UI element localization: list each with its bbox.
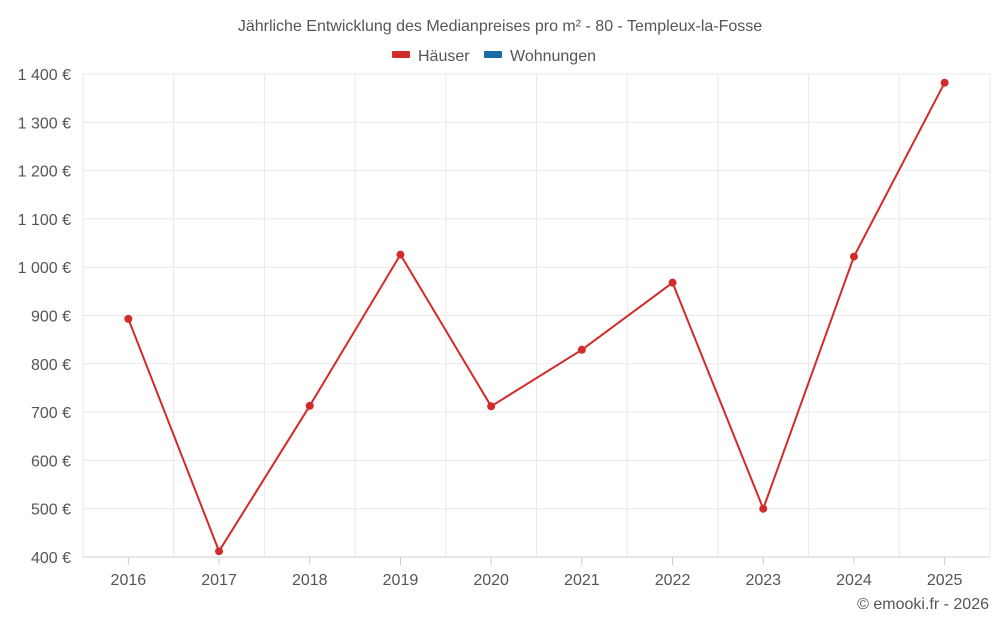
data-point[interactable]	[940, 78, 949, 87]
x-tick-label: 2023	[745, 572, 781, 589]
x-tick-label: 2024	[836, 572, 872, 589]
data-point[interactable]	[668, 278, 677, 287]
x-tick-label: 2021	[564, 572, 600, 589]
series-line-0	[127, 82, 946, 553]
data-point[interactable]	[305, 401, 314, 410]
x-tick-label: 2016	[111, 572, 147, 589]
data-point[interactable]	[487, 402, 496, 411]
legend-item-wohnungen[interactable]: Wohnungen	[484, 48, 596, 65]
x-tick-label: 2022	[655, 572, 691, 589]
data-point[interactable]	[215, 547, 224, 556]
y-tick-label: 600 €	[31, 453, 71, 470]
legend-label-haeuser: Häuser	[418, 48, 470, 65]
x-tick-label: 2017	[201, 572, 237, 589]
legend-label-wohnungen: Wohnungen	[510, 48, 596, 65]
legend-item-haeuser[interactable]: Häuser	[392, 48, 470, 65]
y-tick-label: 1 000 €	[18, 260, 71, 277]
x-tick-label: 2018	[292, 572, 328, 589]
axes: 400 € 500 € 600 € 700 € 800 € 900 € 1 000 € 1 1…	[18, 67, 990, 589]
y-tick-label: 1 100 €	[18, 212, 71, 229]
legend-swatch-wohnungen	[484, 51, 502, 58]
x-tick-label: 2020	[473, 572, 509, 589]
x-tick-label: 2019	[383, 572, 419, 589]
chart-title: Jährliche Entwicklung des Medianpreises …	[238, 18, 762, 35]
y-tick-label: 700 €	[31, 405, 71, 422]
y-tick-label: 800 €	[31, 357, 71, 374]
y-tick-label: 900 €	[31, 309, 71, 326]
credit-text: © emooki.fr - 2026	[857, 596, 989, 613]
data-point[interactable]	[577, 345, 586, 354]
data-point[interactable]	[124, 314, 133, 323]
legend-swatch-haeuser	[392, 51, 410, 58]
y-tick-label: 1 200 €	[18, 164, 71, 181]
y-tick-label: 1 300 €	[18, 115, 71, 132]
y-tick-label: 500 €	[31, 502, 71, 519]
data-point[interactable]	[849, 252, 858, 261]
series-layer	[124, 78, 949, 556]
y-tick-label: 400 €	[31, 550, 71, 567]
gridlines	[82, 73, 991, 557]
legend: Häuser Wohnungen	[392, 48, 596, 65]
x-tick-label: 2025	[927, 572, 963, 589]
data-point[interactable]	[396, 250, 405, 259]
data-point[interactable]	[759, 504, 768, 513]
y-tick-label: 1 400 €	[18, 67, 71, 84]
